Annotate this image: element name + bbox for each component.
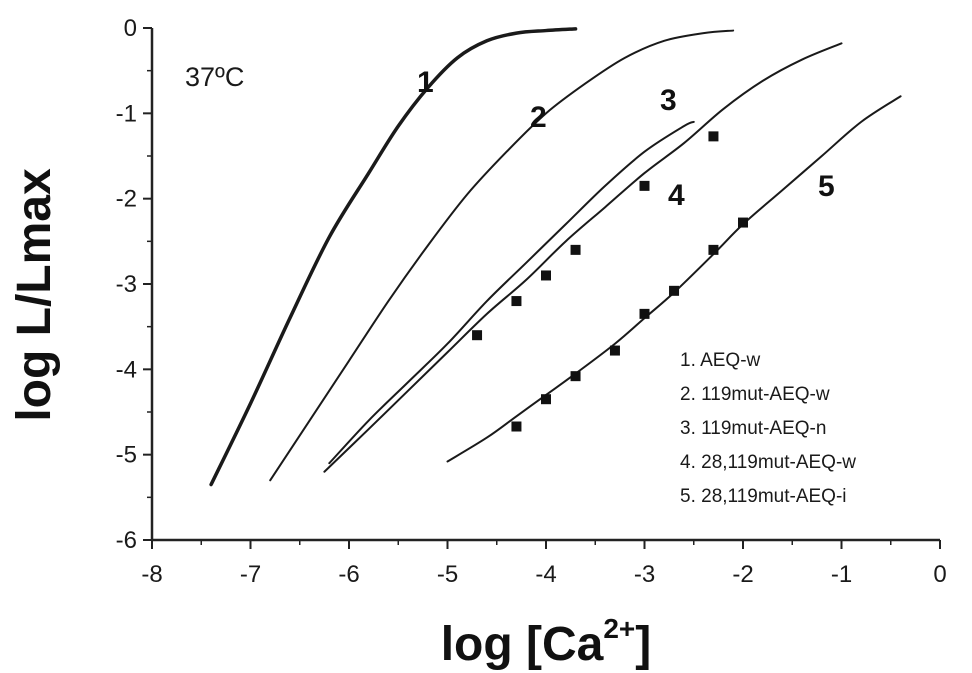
curve-4	[323, 42, 843, 473]
legend-item-3: 3. 119mut-AEQ-n	[680, 418, 826, 439]
data-point-series-4	[541, 270, 551, 281]
y-tick-label: -6	[116, 527, 137, 554]
x-axis-title-main: log [Ca	[441, 618, 604, 671]
y-tick-label: 0	[124, 15, 137, 42]
y-tick-label: -4	[116, 356, 137, 383]
x-tick-label: -7	[240, 561, 261, 588]
curve-label-1: 1	[417, 66, 434, 99]
curve-label-3: 3	[660, 84, 677, 117]
curve-3	[328, 120, 695, 465]
data-point-series-5	[609, 345, 620, 356]
y-tick-label: -5	[116, 442, 137, 469]
y-axis-title: log L/Lmax	[8, 168, 61, 422]
curve-5	[446, 95, 902, 463]
x-axis-title: log [Ca2+]	[441, 613, 652, 671]
y-tick-label: -3	[116, 271, 137, 298]
x-tick-label: -2	[732, 561, 753, 588]
legend: 1. AEQ-w 2. 119mut-AEQ-w 3. 119mut-AEQ-n…	[680, 350, 856, 507]
x-tick-label: -1	[831, 561, 852, 588]
legend-item-2: 2. 119mut-AEQ-w	[680, 384, 830, 405]
curve-label-4: 4	[668, 179, 685, 212]
data-point-series-5	[738, 217, 748, 228]
legend-item-1: 1. AEQ-w	[680, 350, 761, 371]
curve-1	[209, 27, 578, 487]
ticks: -8 -7 -6 -5 -4 -3 -2 -1 0 0 -1 -2 -3 -4 -5 -6	[116, 15, 947, 588]
y-tick-label: -2	[116, 186, 137, 213]
x-tick-label: -8	[141, 561, 162, 588]
curve-label-2: 2	[530, 101, 547, 134]
data-point-series-5	[639, 308, 650, 319]
x-tick-label: -4	[535, 561, 556, 588]
curves	[209, 27, 902, 487]
data-point-series-5	[669, 285, 680, 296]
legend-item-4: 4. 28,119mut-AEQ-w	[680, 452, 856, 473]
y-tick-label: -1	[116, 100, 137, 127]
x-tick-label: 0	[933, 561, 946, 588]
data-point-series-5	[511, 421, 522, 432]
data-point-series-4	[570, 244, 581, 255]
x-tick-label: -5	[437, 561, 458, 588]
x-tick-label: -3	[634, 561, 655, 588]
curve-2	[269, 29, 735, 482]
data-point-series-4	[472, 330, 483, 341]
data-point-series-5	[541, 394, 551, 405]
data-point-series-5	[570, 371, 581, 382]
curve-label-5: 5	[818, 170, 835, 203]
x-axis-title-superscript: 2+	[603, 613, 635, 644]
data-point-series-4	[511, 296, 522, 307]
markers	[472, 131, 748, 432]
legend-item-5: 5. 28,119mut-AEQ-i	[680, 486, 847, 507]
data-point-series-4	[639, 180, 650, 191]
x-axis-title-end: ]	[635, 618, 651, 671]
data-point-series-5	[708, 244, 719, 255]
data-point-series-4	[708, 131, 719, 142]
temperature-annotation: 37ºC	[185, 62, 244, 92]
x-tick-label: -6	[338, 561, 359, 588]
